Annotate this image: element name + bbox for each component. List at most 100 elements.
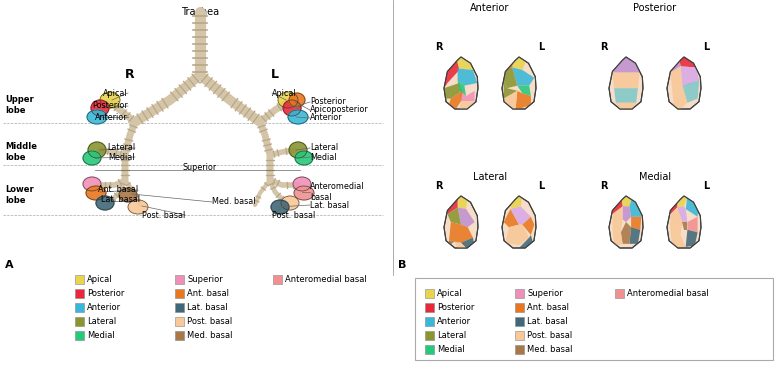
Bar [175, 331, 184, 340]
PathPatch shape [519, 235, 534, 248]
Bar [515, 303, 524, 312]
Bar [425, 317, 434, 326]
PathPatch shape [670, 66, 682, 88]
Text: L: L [703, 181, 709, 191]
PathPatch shape [609, 57, 643, 109]
Ellipse shape [86, 186, 106, 200]
PathPatch shape [504, 80, 517, 98]
PathPatch shape [502, 196, 536, 248]
Text: R: R [434, 181, 442, 191]
Text: R: R [434, 42, 442, 52]
Bar [425, 289, 434, 298]
Bar [175, 303, 184, 312]
PathPatch shape [510, 196, 523, 209]
PathPatch shape [444, 196, 478, 248]
PathPatch shape [614, 88, 638, 103]
Text: Superior: Superior [183, 164, 217, 172]
PathPatch shape [517, 85, 531, 96]
PathPatch shape [629, 227, 640, 244]
Text: Med. basal: Med. basal [212, 198, 256, 206]
Text: Ant. basal: Ant. basal [187, 289, 229, 297]
Ellipse shape [271, 200, 289, 214]
Text: Anterior: Anterior [87, 303, 121, 312]
PathPatch shape [444, 83, 463, 98]
Ellipse shape [88, 142, 106, 158]
Bar [425, 331, 434, 340]
PathPatch shape [448, 240, 461, 247]
Text: Anteromedial basal: Anteromedial basal [285, 275, 367, 283]
Ellipse shape [96, 196, 114, 210]
Text: Upper
lobe: Upper lobe [5, 95, 34, 115]
PathPatch shape [504, 67, 517, 88]
Bar [515, 289, 524, 298]
Text: Lat. basal: Lat. basal [101, 195, 140, 205]
Text: Medial: Medial [310, 152, 336, 161]
Text: Med. basal: Med. basal [187, 330, 232, 340]
PathPatch shape [512, 57, 527, 70]
Text: Posterior: Posterior [92, 101, 128, 111]
PathPatch shape [458, 68, 477, 85]
Ellipse shape [288, 110, 308, 124]
Text: Post. basal: Post. basal [187, 316, 232, 326]
PathPatch shape [505, 225, 529, 245]
Text: Anteromedial basal: Anteromedial basal [627, 289, 709, 297]
PathPatch shape [686, 196, 700, 217]
Ellipse shape [83, 177, 101, 191]
Text: Lateral: Lateral [437, 330, 466, 340]
PathPatch shape [448, 91, 463, 109]
PathPatch shape [502, 57, 536, 109]
Ellipse shape [283, 100, 301, 116]
PathPatch shape [682, 222, 687, 230]
Text: Medial: Medial [437, 344, 465, 353]
PathPatch shape [621, 222, 631, 244]
Bar [615, 289, 624, 298]
Bar [515, 345, 524, 354]
Text: Posterior: Posterior [310, 98, 346, 107]
Text: Middle
lobe: Middle lobe [5, 142, 37, 162]
Text: Anterior: Anterior [437, 316, 471, 326]
Text: Anterior: Anterior [95, 112, 128, 121]
Text: Apical: Apical [104, 88, 128, 98]
Ellipse shape [293, 177, 311, 191]
Bar [75, 317, 84, 326]
Bar [273, 275, 282, 284]
PathPatch shape [612, 206, 622, 232]
Text: Lower
lobe: Lower lobe [5, 185, 34, 205]
Text: Apical: Apical [87, 275, 112, 283]
Text: Lateral: Lateral [87, 316, 116, 326]
PathPatch shape [667, 57, 701, 109]
Ellipse shape [278, 92, 298, 108]
PathPatch shape [504, 57, 514, 70]
Bar [425, 303, 434, 312]
PathPatch shape [510, 206, 531, 225]
Bar [175, 275, 184, 284]
PathPatch shape [668, 57, 681, 73]
PathPatch shape [670, 208, 682, 235]
Text: Medial: Medial [639, 172, 671, 182]
Text: Post. basal: Post. basal [272, 211, 315, 219]
PathPatch shape [677, 196, 687, 208]
PathPatch shape [458, 196, 468, 209]
PathPatch shape [611, 196, 622, 214]
Bar [515, 317, 524, 326]
Bar [75, 303, 84, 312]
Text: L: L [271, 68, 279, 81]
Ellipse shape [294, 186, 314, 200]
PathPatch shape [629, 196, 641, 217]
PathPatch shape [449, 222, 473, 243]
PathPatch shape [444, 57, 459, 88]
Ellipse shape [100, 92, 120, 108]
PathPatch shape [615, 103, 636, 109]
Text: Med. basal: Med. basal [527, 344, 573, 353]
PathPatch shape [668, 196, 677, 214]
PathPatch shape [609, 196, 643, 248]
Ellipse shape [289, 93, 305, 107]
PathPatch shape [672, 85, 687, 109]
PathPatch shape [631, 217, 641, 230]
Ellipse shape [128, 200, 148, 214]
Text: Superior: Superior [527, 289, 562, 297]
PathPatch shape [523, 217, 534, 235]
PathPatch shape [679, 57, 696, 67]
Text: B: B [398, 260, 406, 270]
Text: Posterior: Posterior [437, 303, 474, 312]
